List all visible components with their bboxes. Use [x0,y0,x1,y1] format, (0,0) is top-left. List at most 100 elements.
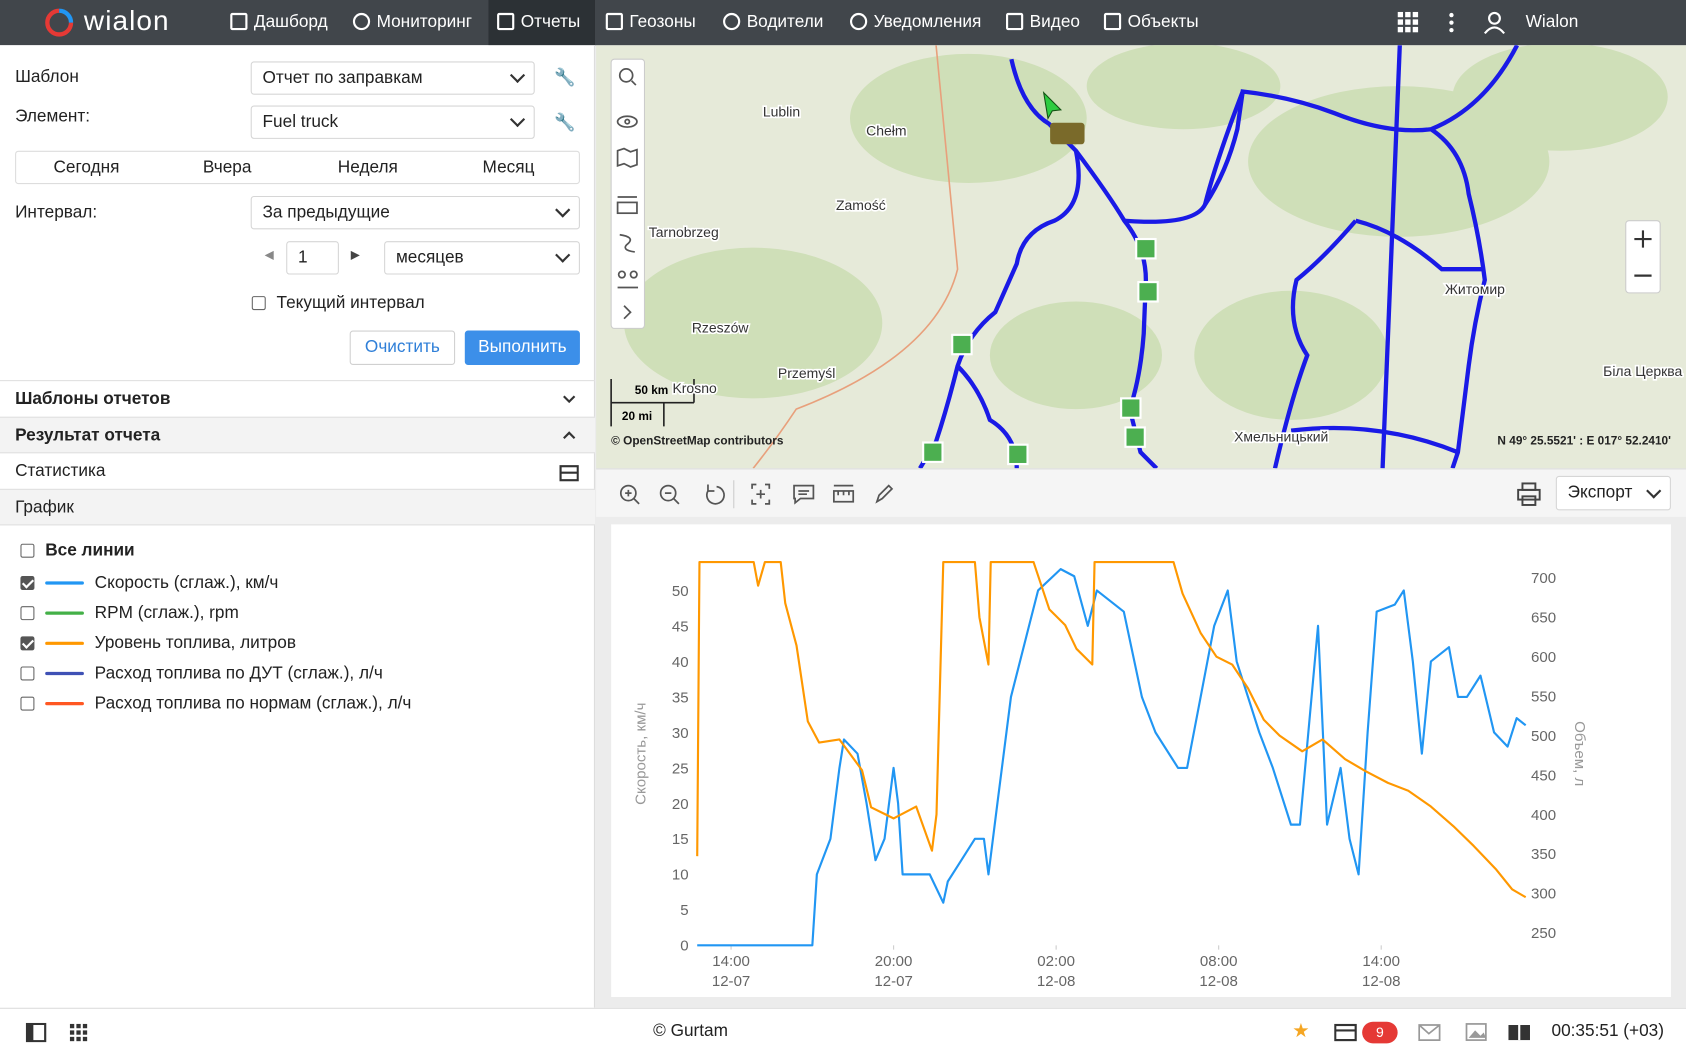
x-tick-label: 08:00 12-08 [1199,953,1237,990]
clock: 00:35:51 (+03) [1551,1021,1664,1041]
line-checkbox[interactable] [20,576,35,591]
line-label[interactable]: Скорость (сглаж.), км/ч [94,573,279,593]
logo: wialon [83,4,170,37]
current-interval-checkbox[interactable] [251,296,266,311]
y2-tick-label: 500 [1531,728,1556,745]
series-line [696,560,1527,899]
map-label: Біла Церква [1603,363,1682,379]
x-tick-label: 14:00 12-08 [1362,953,1400,990]
current-interval-label[interactable]: Текущий интервал [276,293,425,313]
print-button[interactable] [1516,481,1542,507]
clear-button[interactable]: Очистить [349,330,456,365]
count-value: 1 [298,248,308,267]
line-checkbox[interactable] [20,636,35,651]
count-decrease[interactable]: ◀ [264,248,274,262]
line-label[interactable]: RPM (сглаж.), rpm [94,604,239,623]
line-swatch [45,611,84,615]
line-checkbox[interactable] [20,696,35,711]
nav-item[interactable]: Отчеты [488,0,595,46]
element-select[interactable]: Fuel truck [250,105,535,139]
map[interactable]: 50 km 20 mi © OpenStreetMap contributors… [596,45,1686,469]
map-tool-icons[interactable] [616,68,639,320]
user-name[interactable]: Wialon [1525,12,1579,32]
chart-tools[interactable] [615,478,895,510]
unit-select[interactable]: месяцев [384,241,580,275]
run-button[interactable]: Выполнить [464,330,580,365]
map-label: Przemyśl [778,365,835,381]
nav-item[interactable]: Геозоны [629,12,696,32]
nav-icon [230,12,248,31]
line-label[interactable]: Уровень топлива, литров [94,634,296,653]
template-label: Шаблон [15,67,79,87]
all-lines-label[interactable]: Все линии [45,541,135,560]
section-title: Результат отчета [15,426,161,445]
chart-toolbar: Экспорт [596,468,1686,517]
template-settings[interactable]: 🔧 [554,68,576,88]
more-icon[interactable] [1447,12,1456,34]
section-stats[interactable]: Статистика [0,452,595,489]
nav-icon [723,12,741,31]
attribution: © OpenStreetMap contributors [611,434,784,448]
y-tick-label: 0 [680,938,688,955]
y-axis-label: Скорость, км/ч [633,703,650,805]
map-labels: Lublin Chełm Zamość Tarnobrzeg Rzeszów Przemy… [647,102,1684,446]
line-checkbox[interactable] [20,606,35,621]
notification-badge[interactable]: 9 [1362,1021,1398,1044]
count-increase[interactable]: ▶ [350,248,360,262]
unit-icon[interactable] [1050,122,1085,145]
line-label[interactable]: Расход топлива по ДУТ (сглаж.), л/ч [94,664,383,683]
y2-tick-label: 350 [1531,846,1556,863]
nav-icon [1006,12,1024,31]
map-label: Хмельницький [1234,428,1328,444]
element-settings[interactable]: 🔧 [554,114,576,133]
period-button[interactable]: Сегодня [53,158,120,177]
interval-select[interactable]: За предыдущие [250,195,580,230]
element-label: Элемент: [15,107,91,126]
nav-item[interactable]: Видео [1029,12,1080,32]
period-button[interactable]: Неделя [337,158,398,177]
section-chart[interactable]: График [0,488,595,526]
y-tick-label: 35 [672,689,689,706]
apps-icon[interactable] [1397,11,1420,34]
period-button[interactable]: Месяц [482,158,535,177]
route [918,45,1519,469]
zoom-in[interactable] [1634,230,1652,248]
map-label: Lublin [763,103,800,119]
all-lines-checkbox[interactable] [20,543,35,558]
series-line [697,568,1527,947]
user-icon[interactable] [1483,11,1507,35]
messages-icon[interactable] [1334,1023,1358,1042]
scale-mi: 20 mi [622,409,652,423]
nav-item[interactable]: Уведомления [873,12,982,32]
nav-item[interactable]: Мониторинг [376,12,473,32]
template-select[interactable]: Отчет по заправкам [250,61,535,95]
section-title: Шаблоны отчетов [15,389,171,409]
nav-item[interactable]: Водители [746,12,824,32]
status-icons[interactable] [1418,1023,1536,1042]
template-value: Отчет по заправкам [262,68,423,87]
line-label[interactable]: Расход топлива по нормам (сглаж.), л/ч [94,694,412,713]
section-result[interactable]: Результат отчета [0,416,595,454]
scale-km: 50 km [635,383,669,397]
nav-item[interactable]: Дашборд [253,12,328,32]
count-input[interactable]: 1 [286,241,339,275]
layout-icons[interactable] [25,1022,91,1043]
y-tick-label: 30 [672,725,689,742]
coordinates: N 49° 25.5521' : E 017° 52.2410' [1497,434,1671,448]
forest-areas [624,45,1668,420]
favorites-icon[interactable]: ★ [1292,1019,1310,1042]
y2-tick-label: 450 [1531,767,1556,784]
period-button[interactable]: Вчера [202,158,252,177]
element-value: Fuel truck [262,112,339,131]
nav-icon [352,12,371,31]
y-tick-label: 45 [672,618,689,635]
nav-item[interactable]: Объекты [1127,12,1199,32]
y-tick-label: 20 [672,796,689,813]
export-select[interactable]: Экспорт [1555,475,1671,511]
unit-pointer [1042,91,1063,121]
line-checkbox[interactable] [20,666,35,681]
logo-icon [45,8,74,37]
section-templates[interactable]: Шаблоны отчетов [0,380,595,417]
footer: © Gurtam ★ 9 00:35:51 (+03) [0,1007,1686,1053]
line-swatch [45,641,84,645]
